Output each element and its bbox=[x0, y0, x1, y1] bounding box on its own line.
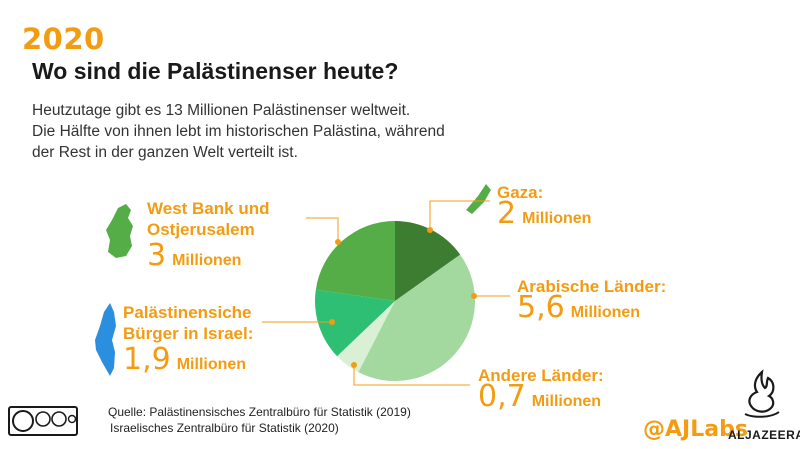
intro-line-2: Die Hälfte von ihnen lebt im historische… bbox=[32, 123, 445, 140]
slice-value-israel: 1,9 Millionen bbox=[123, 342, 246, 377]
value-unit: Millionen bbox=[570, 304, 641, 321]
pie-slice-israel bbox=[314, 289, 395, 357]
leader-westbank-dot bbox=[335, 239, 341, 245]
leader-gaza bbox=[429, 200, 490, 230]
slice-label-arabische: Arabische Länder: bbox=[517, 277, 667, 296]
slice-value-arabische: 5,6 Millionen bbox=[517, 290, 640, 325]
value-unit: Millionen bbox=[531, 393, 602, 410]
slice-value-andere: 0,7 Millionen bbox=[478, 379, 601, 414]
year-label: 2020 bbox=[22, 22, 105, 56]
aljazeera-calligraphy-logo-icon bbox=[744, 369, 780, 418]
leader-arabische-dot bbox=[471, 293, 477, 299]
leader-westbank bbox=[306, 217, 339, 242]
aljazeera-name: ALJAZEERA bbox=[728, 428, 800, 442]
pie-slice-arabische bbox=[358, 254, 476, 382]
slice-label-westbank-1: West Bank und bbox=[147, 199, 270, 218]
westbank-map-icon bbox=[106, 204, 133, 258]
pie-slice-andere bbox=[337, 301, 395, 373]
leader-gaza-dot bbox=[427, 227, 433, 233]
cc-by-nc-sa-icon bbox=[8, 406, 78, 436]
ajlabs-handle: @AJLabs bbox=[643, 417, 748, 442]
slice-label-andere: Andere Länder: bbox=[478, 366, 604, 385]
source-line-1: Quelle: Palästinensisches Zentralbüro fü… bbox=[108, 405, 411, 419]
slice-value-gaza: 2 Millionen bbox=[497, 196, 591, 231]
value-number: 1,9 bbox=[123, 342, 171, 377]
slice-label-israel-1: Palästinensiche bbox=[123, 303, 252, 322]
page-title: Wo sind die Palästinenser heute? bbox=[32, 58, 399, 84]
value-unit: Millionen bbox=[172, 252, 242, 269]
leader-andere bbox=[353, 365, 470, 386]
slice-label-westbank-2: Ostjerusalem bbox=[147, 220, 255, 239]
intro-line-3: der Rest in der ganzen Welt verteilt ist… bbox=[32, 144, 298, 161]
israel-map-icon bbox=[95, 303, 116, 376]
value-number: 0,7 bbox=[478, 379, 526, 414]
pie-slice-gaza bbox=[395, 221, 461, 301]
source-line-2: Israelisches Zentralbüro für Statistik (… bbox=[110, 421, 339, 435]
intro-line-1: Heutzutage gibt es 13 Millionen Palästin… bbox=[32, 102, 411, 119]
value-unit: Millionen bbox=[522, 210, 592, 227]
leader-andere-dot bbox=[351, 362, 357, 368]
value-number: 3 bbox=[147, 238, 167, 273]
value-unit: Millionen bbox=[176, 356, 247, 373]
slice-value-westbank: 3 Millionen bbox=[147, 238, 241, 273]
slice-label-israel-2: Bürger in Israel: bbox=[123, 324, 254, 343]
slice-label-gaza: Gaza: bbox=[497, 183, 544, 202]
value-number: 5,6 bbox=[517, 290, 565, 325]
gaza-map-icon bbox=[466, 184, 491, 214]
pie-slice-westbank bbox=[315, 221, 395, 301]
value-number: 2 bbox=[497, 196, 517, 231]
leader-israel-dot bbox=[329, 319, 335, 325]
